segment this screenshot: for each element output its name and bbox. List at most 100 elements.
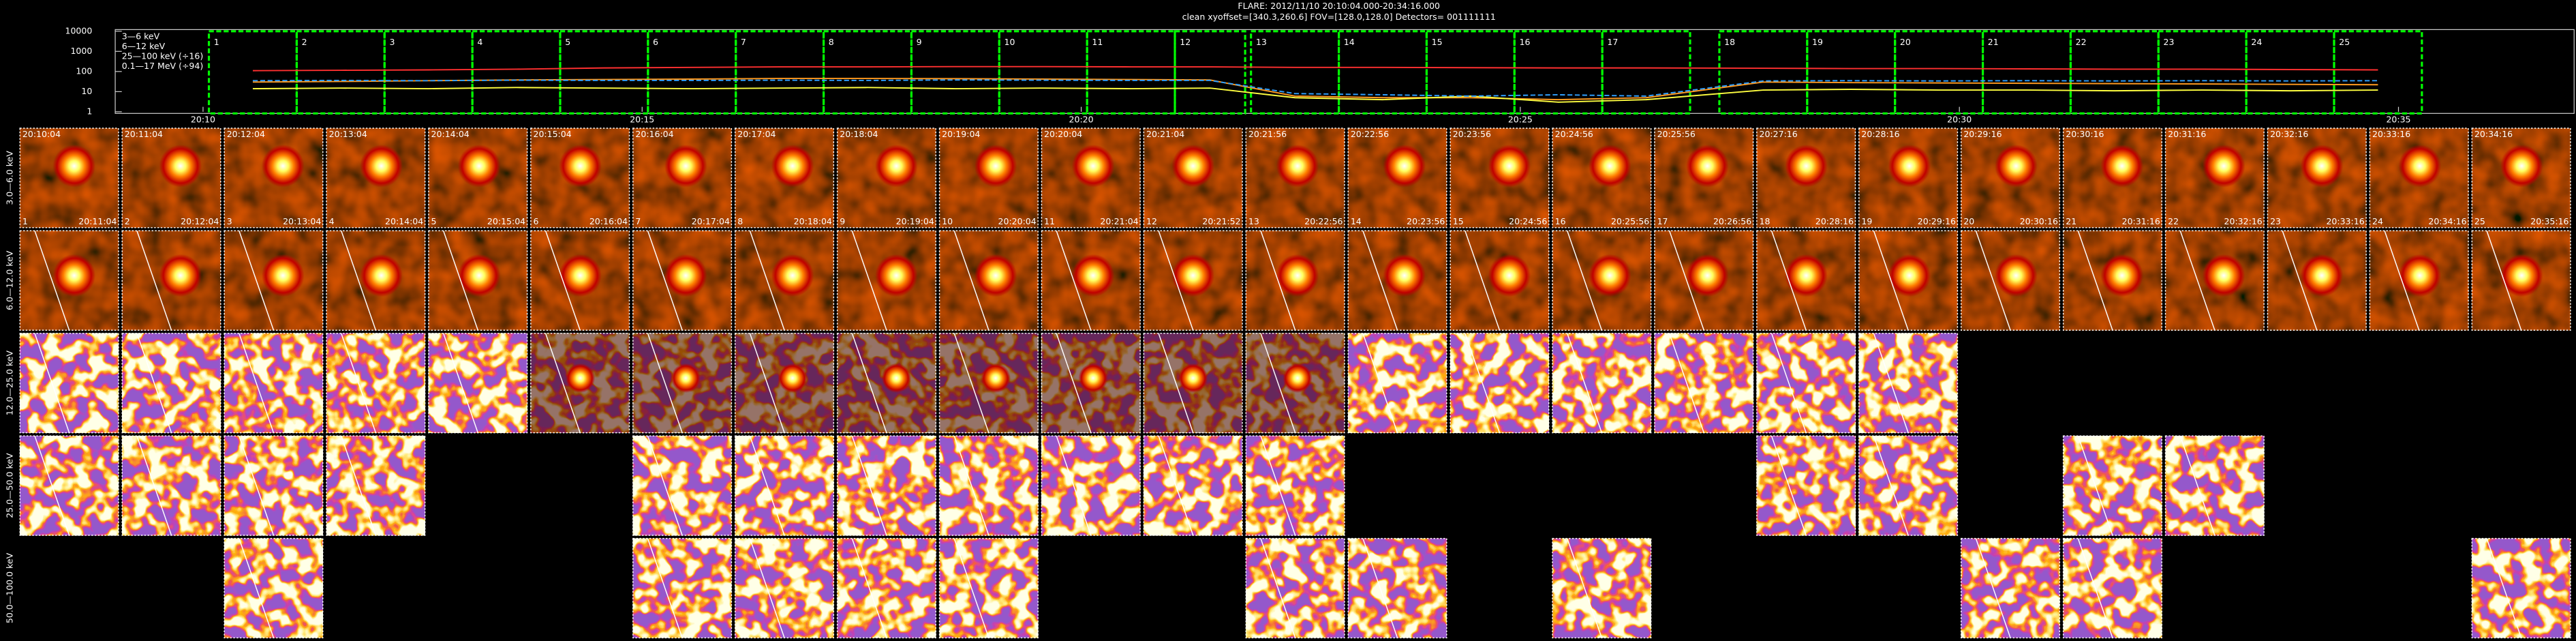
solar-limb — [239, 435, 275, 536]
image-panel — [224, 435, 324, 536]
image-end-time: 20:19:04 — [896, 216, 934, 226]
image-panel — [2164, 435, 2265, 536]
image-panel — [2164, 230, 2265, 331]
image-panel — [1858, 435, 1959, 536]
image-index: 15 — [1453, 216, 1464, 226]
image-border — [1245, 128, 1345, 228]
image-border — [1756, 333, 1856, 434]
solar-limb — [239, 230, 275, 331]
interval-box — [471, 30, 562, 115]
source-blob — [1171, 145, 1215, 188]
solar-limb — [749, 435, 785, 536]
solar-limb — [1465, 333, 1501, 433]
image-end-time: 20:35:16 — [2530, 216, 2569, 226]
image-background — [1246, 538, 1345, 638]
solar-limb — [1362, 538, 1398, 638]
image-border — [121, 230, 221, 331]
image-panel — [326, 333, 426, 434]
image-panel — [1654, 333, 1754, 434]
image-end-time: 20:33:16 — [2326, 216, 2364, 226]
image-panel — [632, 435, 733, 536]
source-blob — [1488, 145, 1531, 188]
source-blob — [1686, 254, 1729, 297]
image-background — [224, 333, 323, 433]
image-panel — [19, 230, 119, 331]
source-blob — [1588, 145, 1631, 188]
solar-limb — [647, 333, 683, 433]
interval-label: 1 — [214, 37, 219, 47]
image-border — [2471, 537, 2571, 639]
image-border — [1143, 128, 1243, 228]
image-panel — [2267, 230, 2367, 331]
image-end-time: 20:25:56 — [1611, 216, 1649, 226]
image-panel — [326, 230, 426, 331]
image-index: 3 — [227, 216, 232, 226]
image-index: 19 — [1861, 216, 1872, 226]
solar-limb — [2486, 230, 2522, 331]
image-panel — [632, 230, 733, 331]
source-blob — [2500, 254, 2543, 297]
image-start-time: 20:22:56 — [1351, 129, 1389, 139]
source-blob — [2100, 145, 2144, 188]
x-tick-label: 20:20 — [1069, 114, 1094, 124]
image-background — [939, 436, 1039, 536]
x-tick-label: 20:30 — [1947, 114, 1972, 124]
image-border — [326, 333, 426, 434]
source-blob — [261, 254, 305, 297]
image-end-time: 20:31:16 — [2122, 216, 2160, 226]
image-panel: 20:20:04 20:21:04 11 — [1041, 128, 1141, 228]
image-border — [1245, 537, 1345, 639]
interval-box — [1601, 30, 1691, 115]
source-blob — [559, 254, 602, 297]
image-panel — [121, 230, 221, 331]
image-border — [1245, 230, 1345, 331]
lightcurve-line — [252, 78, 2378, 101]
image-index: 12 — [1146, 216, 1157, 226]
image-panel — [121, 333, 221, 434]
solar-limb — [1668, 230, 1704, 331]
image-background — [2063, 538, 2162, 638]
interval-label: 23 — [2164, 37, 2175, 47]
interval-label: 8 — [829, 37, 834, 47]
image-panel — [632, 537, 733, 639]
image-panel — [1756, 230, 1856, 331]
image-end-time: 20:11:04 — [78, 216, 117, 226]
image-background — [1348, 333, 1447, 433]
image-background — [122, 333, 221, 433]
image-panel — [2471, 230, 2571, 331]
image-start-time: 20:20:04 — [1044, 129, 1082, 139]
image-end-time: 20:13:04 — [283, 216, 321, 226]
solar-limb — [647, 435, 683, 536]
solar-limb — [34, 435, 70, 536]
interval-label: 12 — [1180, 37, 1191, 47]
image-border — [19, 230, 119, 331]
solar-limb — [1873, 333, 1909, 433]
solar-limb — [1975, 538, 2011, 638]
image-panel: 20:12:04 20:13:04 3 — [224, 128, 324, 228]
image-start-time: 20:10:04 — [22, 129, 61, 139]
image-end-time: 20:26:56 — [1713, 216, 1751, 226]
image-border — [1347, 333, 1447, 434]
image-start-time: 20:14:04 — [431, 129, 470, 139]
image-border — [530, 128, 630, 228]
source-blob — [2300, 254, 2344, 297]
image-start-time: 20:17:04 — [737, 129, 776, 139]
image-panel — [2369, 230, 2469, 331]
solar-limb — [851, 230, 887, 331]
image-end-time: 20:32:16 — [2224, 216, 2263, 226]
image-panel — [1347, 537, 1447, 639]
image-border — [224, 230, 324, 331]
image-background — [428, 333, 527, 433]
image-background — [1654, 333, 1753, 433]
source-blob — [1178, 363, 1208, 393]
image-end-time: 20:23:56 — [1407, 216, 1445, 226]
image-start-time: 20:25:56 — [1657, 129, 1696, 139]
image-panel — [19, 333, 119, 434]
image-background — [1756, 436, 1856, 536]
image-border — [632, 435, 733, 536]
solar-limb — [1770, 230, 1807, 331]
interval-label: 3 — [389, 37, 395, 47]
image-background — [632, 436, 732, 536]
image-border — [836, 333, 936, 434]
image-index: 13 — [1248, 216, 1259, 226]
